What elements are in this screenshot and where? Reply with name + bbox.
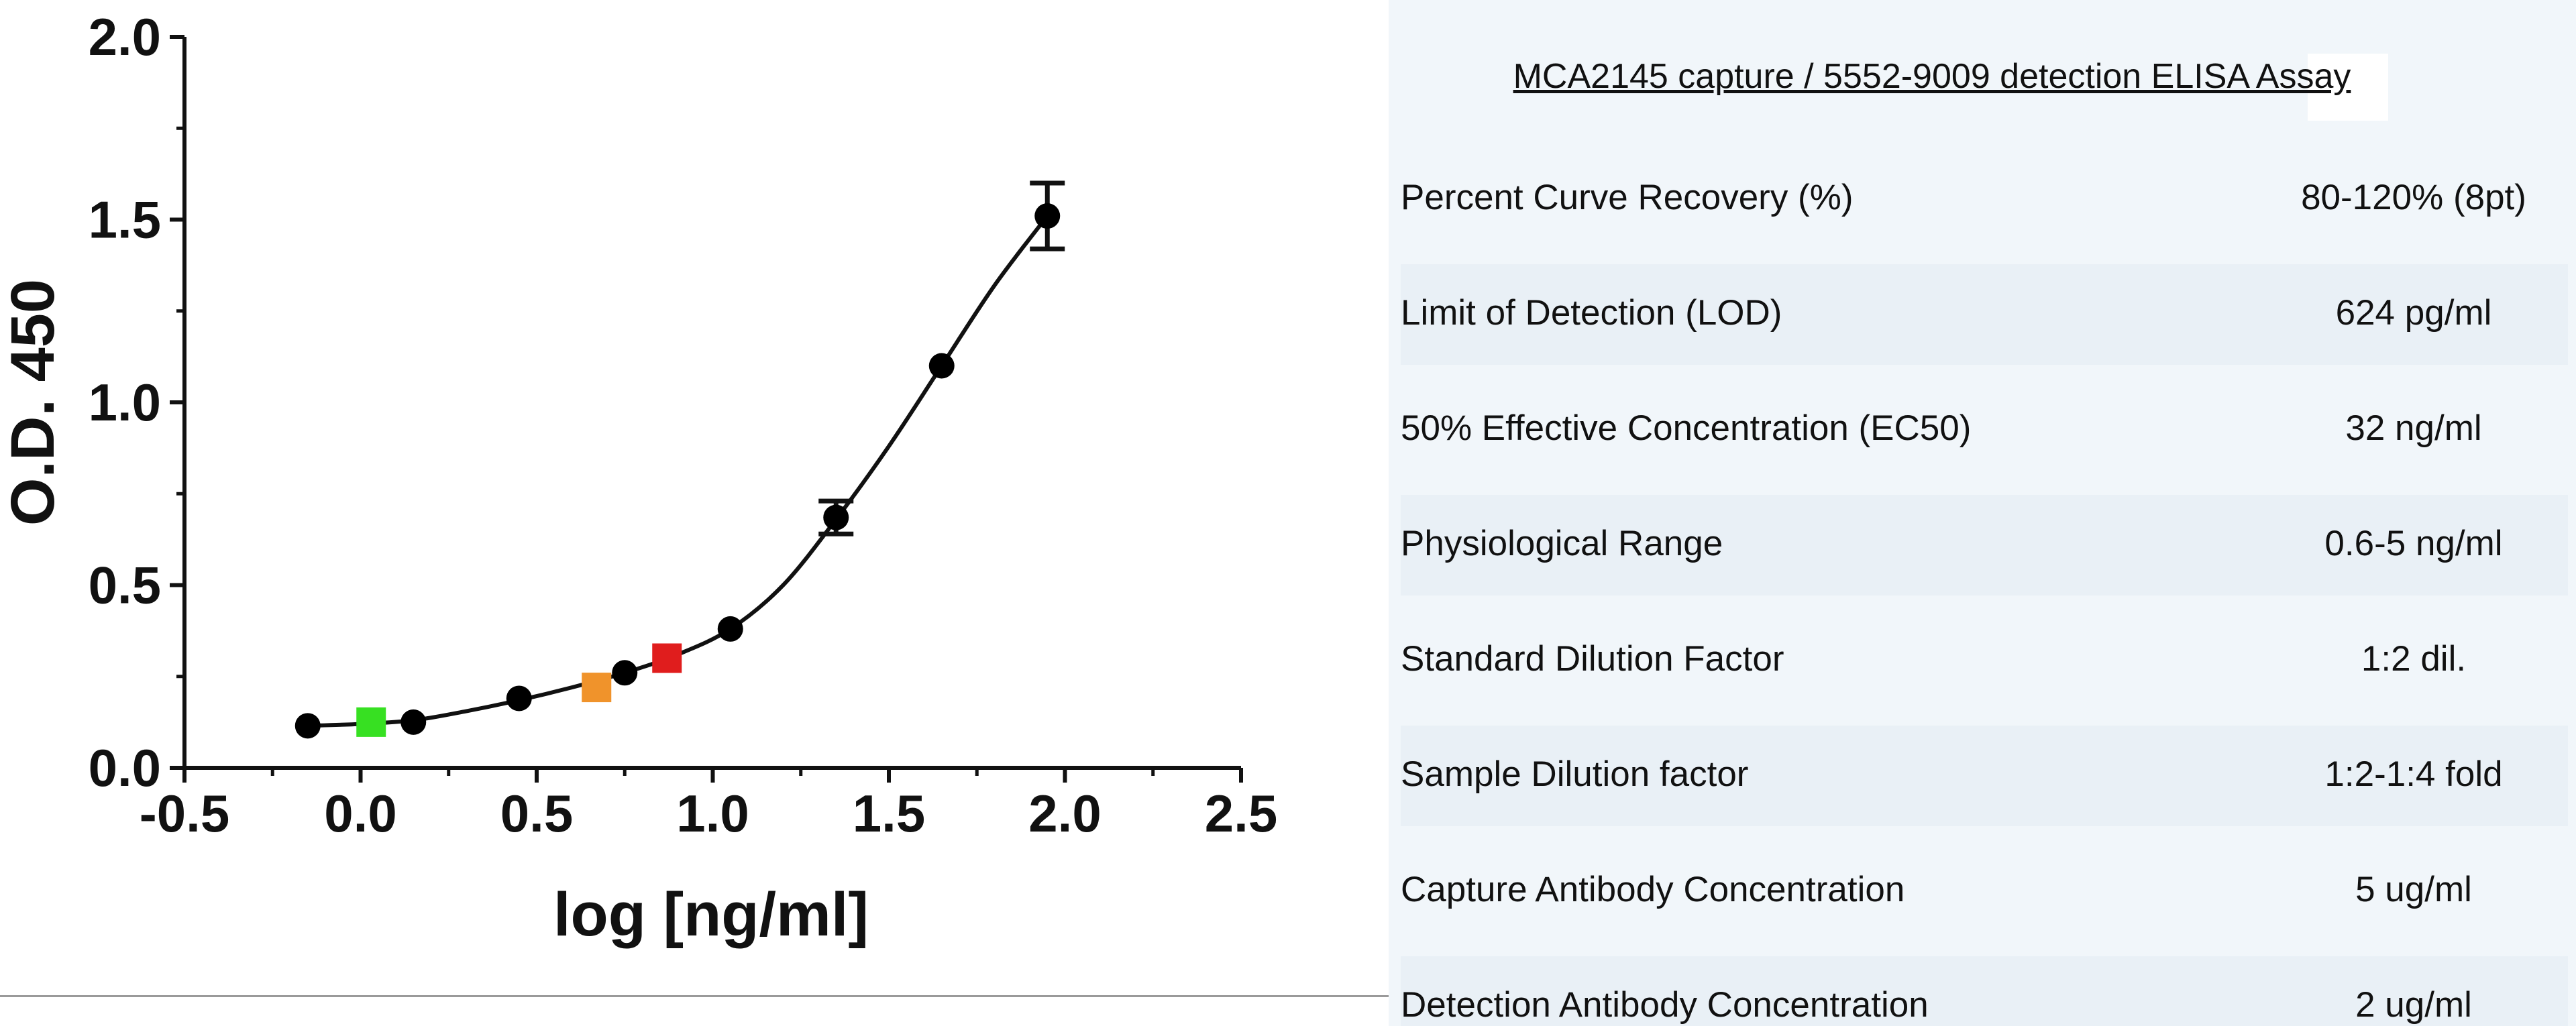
x-tick-label: 1.5 xyxy=(853,784,925,843)
info-row: 50% Effective Concentration (EC50) 32 ng… xyxy=(1401,380,2568,480)
assay-info-panel: MCA2145 capture / 5552-9009 detection EL… xyxy=(1389,0,2576,1026)
y-axis-label: O.D. 450 xyxy=(0,279,67,526)
info-row: Standard Dilution Factor 1:2 dil. xyxy=(1401,610,2568,711)
x-axis-label: log [ng/ml] xyxy=(553,880,869,949)
x-tick-label: 0.0 xyxy=(324,784,396,843)
elisa-standard-curve-chart: -0.5 0.0 0.5 1.0 1.5 2.0 2.50.00.51.01.52.0 lo… xyxy=(0,7,1277,949)
info-row: Physiological Range 0.6-5 ng/ml xyxy=(1401,495,2568,595)
data-point xyxy=(717,616,743,642)
info-row-value: 80-120% (8pt) xyxy=(2301,178,2526,217)
info-row-value: 624 pg/ml xyxy=(2335,293,2492,333)
horizontal-divider xyxy=(0,995,1389,997)
x-tick-label: 1.0 xyxy=(676,784,749,843)
info-row: Sample Dilution factor 1:2-1:4 fold xyxy=(1401,726,2568,826)
info-row-label: Limit of Detection (LOD) xyxy=(1401,293,1782,333)
data-point-square xyxy=(356,707,386,737)
info-row-value: 2 ug/ml xyxy=(2355,985,2472,1025)
info-row-value: 1:2 dil. xyxy=(2361,639,2467,679)
info-row-label: Detection Antibody Concentration xyxy=(1401,985,1929,1025)
data-point-square xyxy=(582,673,612,703)
title-highlight-box xyxy=(2308,54,2388,121)
data-point xyxy=(294,713,321,739)
data-point xyxy=(928,353,955,379)
x-tick-label: -0.5 xyxy=(140,784,229,843)
data-point xyxy=(400,709,427,735)
info-row-label: Sample Dilution factor xyxy=(1401,754,1749,794)
data-point-square xyxy=(652,643,682,673)
info-row: Percent Curve Recovery (%) 80-120% (8pt) xyxy=(1401,149,2568,249)
info-row: Capture Antibody Concentration 5 ug/ml xyxy=(1401,841,2568,942)
info-row-value: 32 ng/ml xyxy=(2345,408,2482,448)
info-row-value: 5 ug/ml xyxy=(2355,870,2472,909)
info-row-value: 1:2-1:4 fold xyxy=(2324,754,2503,794)
data-point xyxy=(506,685,532,711)
y-tick-label: 1.5 xyxy=(89,190,161,249)
x-tick-label: 2.0 xyxy=(1028,784,1101,843)
info-row: Limit of Detection (LOD) 624 pg/ml xyxy=(1401,264,2568,365)
info-row-label: Capture Antibody Concentration xyxy=(1401,870,1905,909)
info-row-label: 50% Effective Concentration (EC50) xyxy=(1401,408,1972,448)
y-tick-label: 0.0 xyxy=(89,738,161,797)
info-row-label: Physiological Range xyxy=(1401,524,1723,563)
panel-title: MCA2145 capture / 5552-9009 detection EL… xyxy=(1513,57,2351,96)
y-tick-label: 0.5 xyxy=(89,556,161,615)
info-row-value: 0.6-5 ng/ml xyxy=(2324,524,2503,563)
y-tick-label: 1.0 xyxy=(89,373,161,432)
x-tick-label: 0.5 xyxy=(500,784,573,843)
data-point xyxy=(1034,203,1061,229)
y-tick-label: 2.0 xyxy=(89,7,161,66)
info-row-label: Percent Curve Recovery (%) xyxy=(1401,178,1854,217)
x-tick-label: 2.5 xyxy=(1205,784,1277,843)
info-row-label: Standard Dilution Factor xyxy=(1401,639,1784,679)
info-row: Detection Antibody Concentration 2 ug/ml xyxy=(1401,956,2568,1026)
data-point xyxy=(823,504,849,530)
data-point xyxy=(612,660,638,686)
